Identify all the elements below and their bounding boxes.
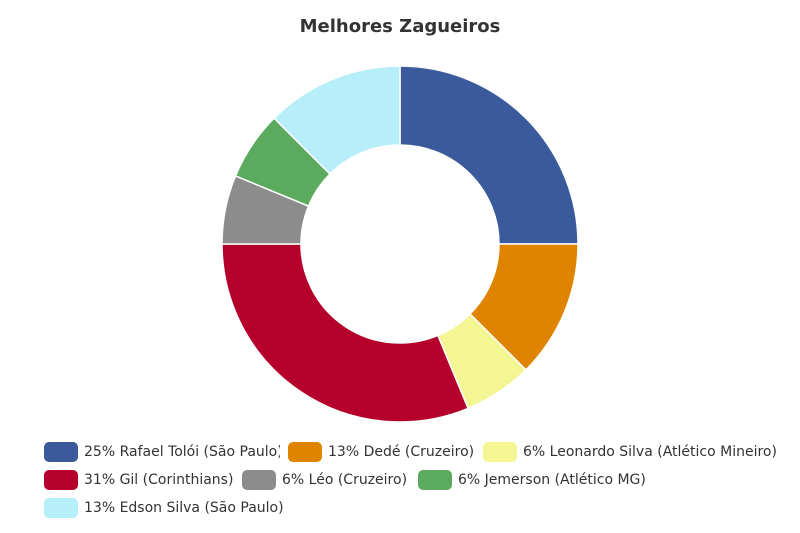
legend-row: 31% Gil (Corinthians) 6% Léo (Cruzeiro) … [44,468,800,496]
legend-swatch [418,470,452,490]
donut-slice[interactable] [399,65,579,245]
legend-label: 25% Rafael Tolói (São Paulo) [84,444,280,460]
legend-item[interactable]: 31% Gil (Corinthians) [44,468,233,492]
donut-slices [221,65,579,423]
legend: 25% Rafael Tolói (São Paulo) 13% Dedé (C… [44,440,800,524]
legend-swatch [288,442,322,462]
legend-label: 6% Leonardo Silva (Atlético Mineiro) [523,444,777,460]
legend-item[interactable]: 6% Leonardo Silva (Atlético Mineiro) [483,440,777,464]
legend-swatch [44,442,78,462]
legend-label: 6% Léo (Cruzeiro) [282,472,408,488]
legend-label: 31% Gil (Corinthians) [84,472,234,488]
legend-swatch [44,470,78,490]
legend-item[interactable]: 25% Rafael Tolói (São Paulo) [44,440,280,464]
donut-slice[interactable] [221,243,470,423]
legend-swatch [44,498,78,518]
legend-item[interactable]: 6% Léo (Cruzeiro) [242,468,407,492]
chart-title: Melhores Zagueiros [300,16,501,37]
legend-label: 13% Edson Silva (São Paulo) [84,500,284,516]
legend-item[interactable]: 13% Dedé (Cruzeiro) [288,440,474,464]
legend-swatch [242,470,276,490]
legend-item[interactable]: 6% Jemerson (Atlético MG) [418,468,646,492]
legend-label: 13% Dedé (Cruzeiro) [328,444,475,460]
donut-slice[interactable] [273,65,401,176]
legend-row: 13% Edson Silva (São Paulo) [44,496,800,524]
legend-row: 25% Rafael Tolói (São Paulo) 13% Dedé (C… [44,440,800,468]
legend-item[interactable]: 13% Edson Silva (São Paulo) [44,496,284,520]
legend-swatch [483,442,517,462]
legend-label: 6% Jemerson (Atlético MG) [458,472,646,488]
